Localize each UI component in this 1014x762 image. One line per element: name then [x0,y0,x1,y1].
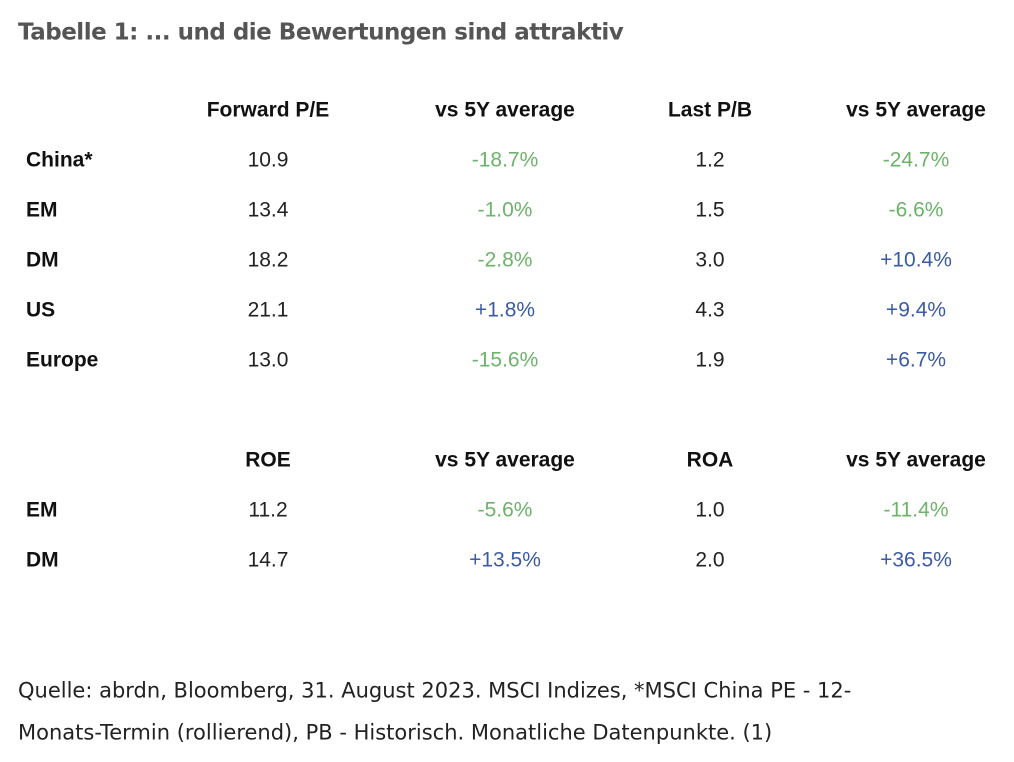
table-cell: 10.9 [247,148,289,172]
footnote: Quelle: abrdn, Bloomberg, 31. August 202… [18,678,852,703]
title: Tabelle 1: ... und die Bewertungen sind … [18,19,624,46]
row-label: China* [26,148,93,172]
table-cell: -1.0% [477,198,533,222]
table-cell: -11.4% [883,498,949,522]
table-cell: -24.7% [882,148,950,172]
table-cell: 13.0 [247,348,289,372]
table-cell: 21.1 [247,298,289,322]
table-cell: 2.0 [695,548,725,572]
table-cell: -5.6% [477,498,533,522]
table-cell: 13.4 [247,198,289,222]
column-header: vs 5Y average [435,98,575,122]
table-cell: 1.2 [695,148,725,172]
table-cell: 4.3 [695,298,725,322]
column-header: vs 5Y average [846,448,986,472]
column-header: vs 5Y average [846,98,986,122]
table-cell: +9.4% [885,298,947,322]
table-cell: +1.8% [474,298,536,322]
table-cell: -6.6% [888,198,944,222]
row-label: EM [26,198,58,222]
row-label: EM [26,498,58,522]
row-label: US [26,298,56,322]
table-cell: 3.0 [695,248,725,272]
table-cell: 1.9 [695,348,725,372]
footnote: Monats-Termin (rollierend), PB - Histori… [18,720,773,745]
table-cell: -15.6% [471,348,539,372]
table-cell: 11.2 [248,498,288,522]
row-label: DM [26,248,59,272]
column-header: ROA [686,448,734,472]
table-cell: -2.8% [477,248,533,272]
table-cell: 1.0 [695,498,725,522]
table-cell: +6.7% [885,348,947,372]
row-label: Europe [26,348,99,372]
table-cell: +36.5% [880,548,952,572]
table-cell: +10.4% [880,248,952,272]
row-label: DM [26,548,59,572]
table-cell: -18.7% [471,148,539,172]
column-header: ROE [245,448,291,472]
column-header: vs 5Y average [435,448,575,472]
table-cell: 14.7 [247,548,289,572]
column-header: Last P/B [667,98,753,122]
column-header: Forward P/E [206,98,330,122]
table-cell: 1.5 [695,198,725,222]
table-cell: +13.5% [469,548,541,572]
table-cell: 18.2 [247,248,289,272]
